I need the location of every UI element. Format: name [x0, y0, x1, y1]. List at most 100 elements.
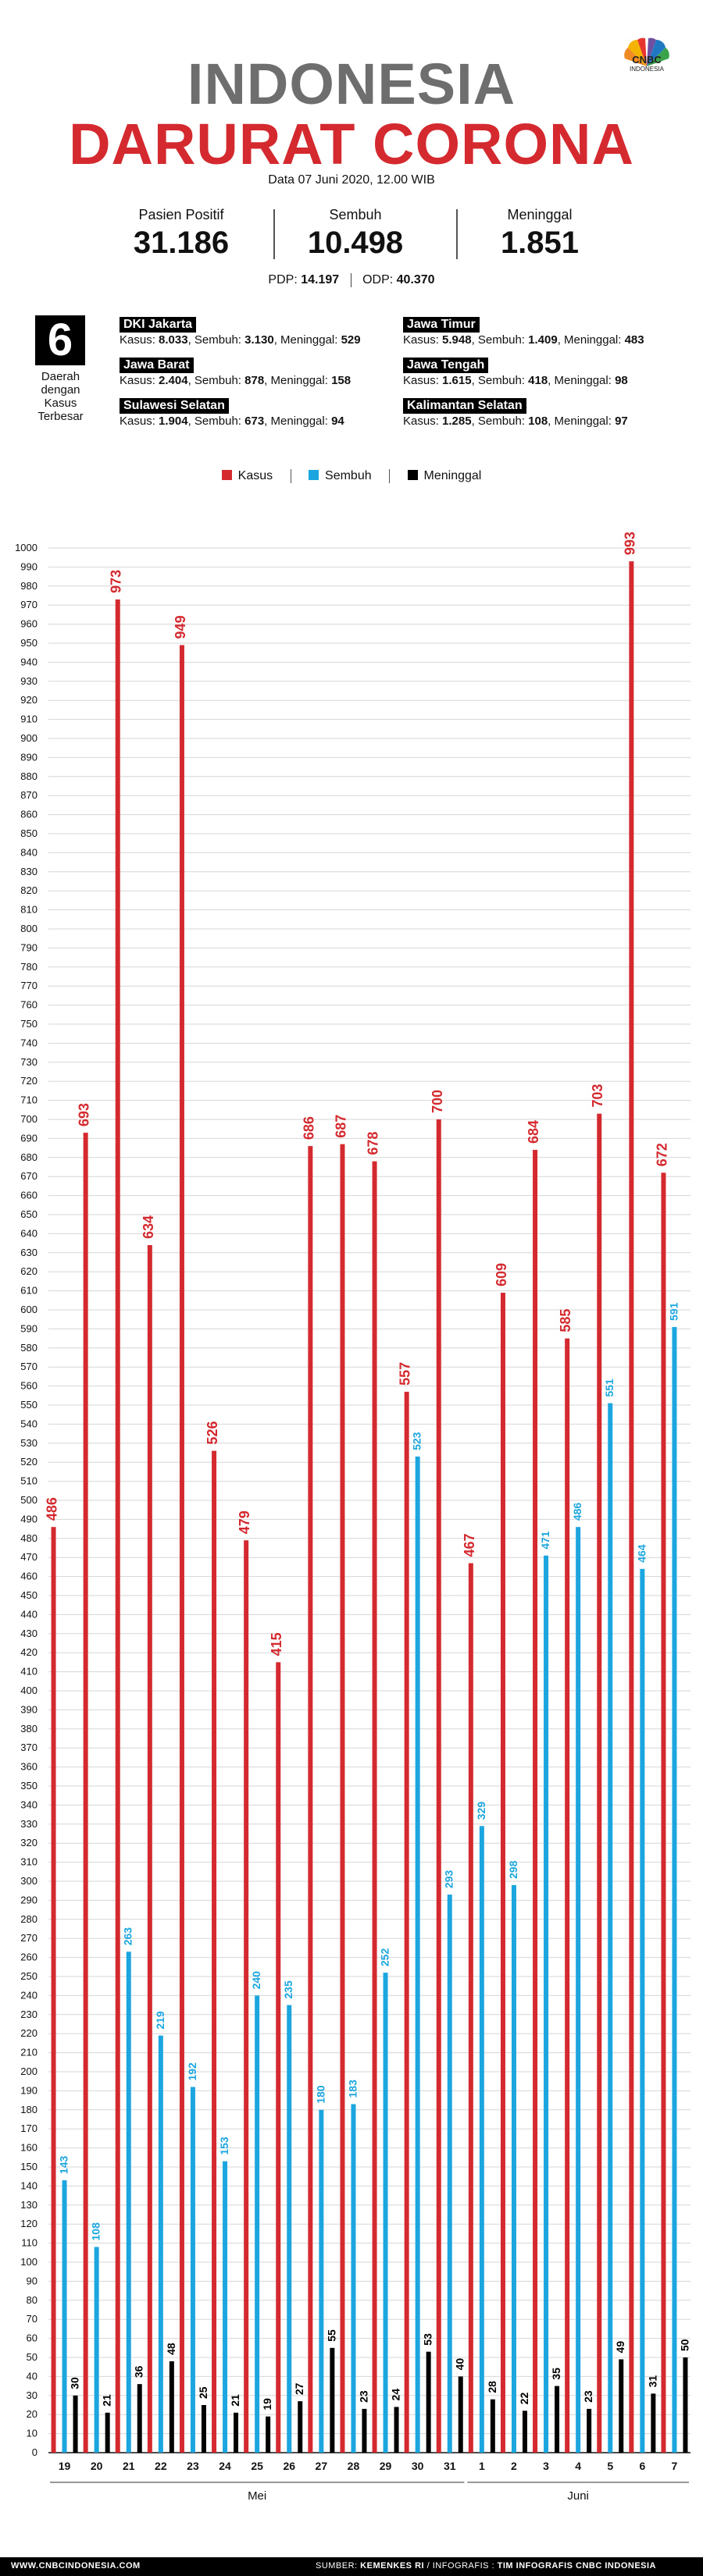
bar-kasus: [629, 561, 634, 2453]
data-label-meninggal: 36: [133, 2365, 145, 2378]
data-label-meninggal: 23: [582, 2390, 594, 2403]
region-values: Kasus: 5.948, Sembuh: 1.409, Meninggal: …: [403, 333, 644, 347]
meninggal-label: Meninggal:: [270, 415, 328, 428]
data-label-meninggal: 50: [678, 2339, 691, 2351]
bar-meninggal: [619, 2359, 624, 2453]
logo-text: CNBC: [632, 54, 662, 66]
data-label-kasus: 693: [77, 1103, 92, 1126]
y-tick-label: 490: [20, 1513, 37, 1525]
y-tick-label: 940: [20, 656, 37, 667]
meninggal-label: Meninggal:: [554, 374, 612, 387]
y-tick-label: 670: [20, 1170, 37, 1182]
y-tick-label: 650: [20, 1208, 37, 1220]
data-label-kasus: 678: [366, 1132, 381, 1155]
data-label-sembuh: 183: [346, 2080, 359, 2098]
bar-meninggal: [201, 2405, 206, 2453]
y-tick-label: 790: [20, 941, 37, 953]
bar-sembuh: [479, 1826, 484, 2453]
region-values: Kasus: 1.285, Sembuh: 108, Meninggal: 97: [403, 415, 628, 428]
date-line: Data 07 Juni 2020, 12.00 WIB: [268, 173, 435, 187]
region-values: Kasus: 2.404, Sembuh: 878, Meninggal: 15…: [120, 374, 352, 387]
bar-meninggal: [362, 2408, 367, 2453]
y-tick-label: 110: [21, 2237, 37, 2249]
meninggal-value: 94: [331, 415, 344, 428]
bar-kasus: [147, 1245, 152, 2453]
y-tick-label: 170: [20, 2122, 37, 2134]
legend-swatch: [221, 470, 232, 480]
x-tick-label: 30: [412, 2460, 424, 2472]
bar-meninggal: [330, 2347, 335, 2453]
y-tick-label: 20: [27, 2408, 37, 2420]
data-label-kasus: 634: [141, 1215, 156, 1239]
footer: WWW.CNBCINDONESIA.COM SUMBER: KEMENKES R…: [0, 2557, 703, 2576]
bar-kasus: [212, 1450, 217, 2453]
bar-sembuh: [223, 2161, 228, 2453]
y-tick-label: 390: [20, 1703, 37, 1715]
data-label-sembuh: 298: [507, 1860, 519, 1879]
kasus-value: 1.904: [159, 415, 188, 428]
bar-kasus: [661, 1172, 666, 2453]
legend-divider: [389, 469, 391, 483]
y-tick-label: 230: [20, 2008, 37, 2020]
y-tick-label: 840: [20, 846, 37, 858]
kasus-value: 8.033: [159, 333, 188, 347]
y-tick-label: 540: [20, 1418, 37, 1429]
y-tick-label: 330: [20, 1818, 37, 1830]
bar-meninggal: [458, 2376, 463, 2453]
y-tick-label: 520: [20, 1456, 37, 1468]
bar-meninggal: [266, 2416, 271, 2453]
sembuh-label: Sembuh:: [477, 374, 525, 387]
data-label-meninggal: 48: [165, 2343, 177, 2355]
legend-label: Sembuh: [325, 469, 372, 482]
data-label-kasus: 479: [237, 1510, 252, 1534]
data-label-kasus: 993: [622, 532, 637, 555]
y-tick-label: 100: [20, 2256, 37, 2268]
region-values: Kasus: 1.615, Sembuh: 418, Meninggal: 98: [403, 374, 628, 387]
bar-kasus: [533, 1150, 538, 2453]
data-label-meninggal: 25: [197, 2386, 209, 2399]
y-tick-label: 810: [20, 904, 37, 916]
pdp-odp-line: PDP: 14.197 ODP: 40.370: [0, 273, 703, 287]
y-tick-label: 480: [20, 1532, 37, 1544]
data-label-sembuh: 108: [90, 2222, 102, 2241]
meninggal-value: 158: [331, 374, 352, 387]
bar-kasus: [404, 1391, 409, 2453]
y-tick-label: 90: [27, 2275, 37, 2286]
sembuh-label: Sembuh:: [194, 333, 241, 347]
data-label-meninggal: 55: [325, 2329, 337, 2342]
bar-kasus: [179, 645, 184, 2453]
y-tick-label: 1000: [15, 542, 37, 553]
y-tick-label: 0: [32, 2446, 37, 2458]
odp-label: ODP:: [362, 273, 394, 287]
data-label-kasus: 526: [205, 1421, 220, 1445]
y-tick-label: 190: [20, 2084, 37, 2096]
meninggal-value: 529: [341, 333, 361, 347]
regions-count-badge: 6: [35, 315, 85, 365]
legend: Kasus Sembuh Meninggal: [0, 469, 703, 483]
stat-divider: [273, 209, 275, 259]
y-tick-label: 60: [27, 2332, 37, 2344]
y-tick-label: 280: [20, 1913, 37, 1925]
odp-value: 40.370: [396, 273, 435, 287]
bar-sembuh: [544, 1555, 549, 2453]
x-tick-label: 23: [187, 2460, 199, 2472]
stat-label: Sembuh: [329, 207, 382, 222]
bar-kasus: [51, 1527, 56, 2453]
kasus-label: Kasus:: [120, 333, 155, 347]
legend-swatch: [309, 470, 319, 480]
title-line-1: INDONESIA: [187, 52, 516, 116]
bar-sembuh: [383, 1973, 388, 2453]
data-label-kasus: 467: [462, 1533, 477, 1557]
y-tick-label: 680: [20, 1151, 37, 1163]
y-tick-label: 570: [20, 1361, 37, 1372]
title-line-2: DARURAT CORONA: [69, 112, 634, 176]
y-tick-label: 830: [20, 866, 37, 877]
y-tick-label: 450: [20, 1589, 37, 1601]
y-tick-label: 130: [20, 2199, 37, 2211]
bar-kasus: [500, 1293, 505, 2453]
data-label-meninggal: 53: [422, 2333, 434, 2346]
region-name: Kalimantan Selatan: [403, 398, 526, 414]
y-tick-label: 350: [20, 1780, 37, 1791]
y-tick-label: 960: [20, 618, 37, 630]
data-label-sembuh: 143: [58, 2156, 70, 2175]
